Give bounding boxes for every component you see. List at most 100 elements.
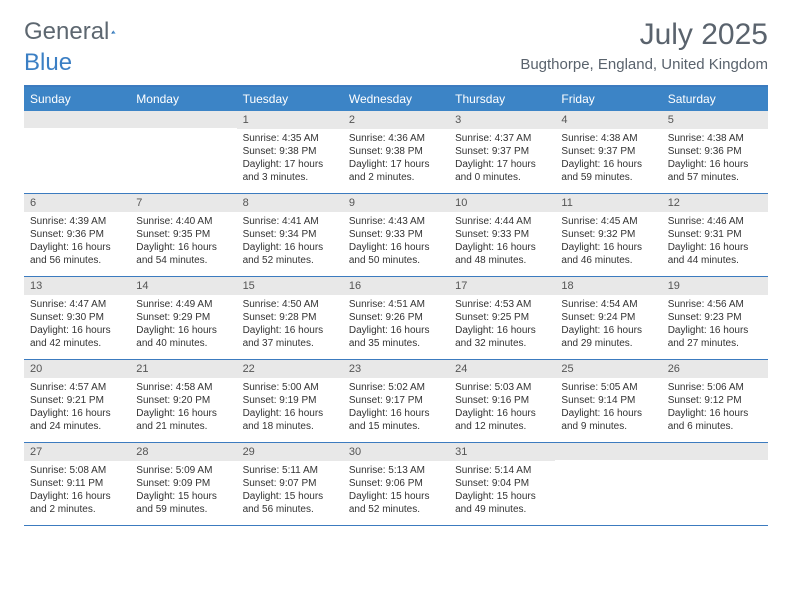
calendar-week: 27Sunrise: 5:08 AMSunset: 9:11 PMDayligh… [24,443,768,526]
sunrise-text: Sunrise: 4:38 AM [668,132,762,145]
daylight-text: Daylight: 16 hours and 44 minutes. [668,241,762,267]
sunset-text: Sunset: 9:31 PM [668,228,762,241]
sunset-text: Sunset: 9:14 PM [561,394,655,407]
daylight-text: Daylight: 16 hours and 15 minutes. [349,407,443,433]
logo-text-general: General [24,18,109,46]
calendar-week: 20Sunrise: 4:57 AMSunset: 9:21 PMDayligh… [24,360,768,443]
cell-body: Sunrise: 5:03 AMSunset: 9:16 PMDaylight:… [449,378,555,437]
day-header-row: Sunday Monday Tuesday Wednesday Thursday… [24,87,768,111]
day-number: 10 [449,194,555,212]
sunset-text: Sunset: 9:37 PM [561,145,655,158]
day-number: 11 [555,194,661,212]
logo-triangle-icon [111,21,116,43]
day-number: 7 [130,194,236,212]
day-number: 19 [662,277,768,295]
sunrise-text: Sunrise: 4:36 AM [349,132,443,145]
sunrise-text: Sunrise: 4:40 AM [136,215,230,228]
daylight-text: Daylight: 16 hours and 54 minutes. [136,241,230,267]
calendar-cell: 22Sunrise: 5:00 AMSunset: 9:19 PMDayligh… [237,360,343,442]
sunset-text: Sunset: 9:38 PM [349,145,443,158]
calendar-cell [555,443,661,525]
daylight-text: Daylight: 16 hours and 52 minutes. [243,241,337,267]
daylight-text: Daylight: 16 hours and 59 minutes. [561,158,655,184]
calendar-cell: 21Sunrise: 4:58 AMSunset: 9:20 PMDayligh… [130,360,236,442]
sunrise-text: Sunrise: 4:35 AM [243,132,337,145]
sunrise-text: Sunrise: 4:45 AM [561,215,655,228]
daylight-text: Daylight: 16 hours and 27 minutes. [668,324,762,350]
dayhead-mon: Monday [130,87,236,111]
logo-text-blue: Blue [24,49,72,76]
day-number [130,111,236,128]
daylight-text: Daylight: 16 hours and 21 minutes. [136,407,230,433]
sunrise-text: Sunrise: 4:49 AM [136,298,230,311]
daylight-text: Daylight: 16 hours and 32 minutes. [455,324,549,350]
calendar-cell: 6Sunrise: 4:39 AMSunset: 9:36 PMDaylight… [24,194,130,276]
cell-body: Sunrise: 4:45 AMSunset: 9:32 PMDaylight:… [555,212,661,271]
sunrise-text: Sunrise: 5:08 AM [30,464,124,477]
calendar-cell: 29Sunrise: 5:11 AMSunset: 9:07 PMDayligh… [237,443,343,525]
cell-body: Sunrise: 4:38 AMSunset: 9:37 PMDaylight:… [555,129,661,188]
daylight-text: Daylight: 16 hours and 40 minutes. [136,324,230,350]
cell-body: Sunrise: 4:51 AMSunset: 9:26 PMDaylight:… [343,295,449,354]
cell-body [24,128,130,135]
calendar-cell: 27Sunrise: 5:08 AMSunset: 9:11 PMDayligh… [24,443,130,525]
sunset-text: Sunset: 9:36 PM [30,228,124,241]
sunset-text: Sunset: 9:26 PM [349,311,443,324]
dayhead-fri: Friday [555,87,661,111]
daylight-text: Daylight: 16 hours and 56 minutes. [30,241,124,267]
calendar-grid: Sunday Monday Tuesday Wednesday Thursday… [24,85,768,526]
cell-body: Sunrise: 5:11 AMSunset: 9:07 PMDaylight:… [237,461,343,520]
sunrise-text: Sunrise: 5:05 AM [561,381,655,394]
daylight-text: Daylight: 15 hours and 56 minutes. [243,490,337,516]
calendar-cell [662,443,768,525]
cell-body: Sunrise: 4:44 AMSunset: 9:33 PMDaylight:… [449,212,555,271]
sunrise-text: Sunrise: 5:11 AM [243,464,337,477]
calendar-cell: 2Sunrise: 4:36 AMSunset: 9:38 PMDaylight… [343,111,449,193]
cell-body: Sunrise: 4:38 AMSunset: 9:36 PMDaylight:… [662,129,768,188]
sunset-text: Sunset: 9:35 PM [136,228,230,241]
daylight-text: Daylight: 15 hours and 52 minutes. [349,490,443,516]
calendar-cell: 19Sunrise: 4:56 AMSunset: 9:23 PMDayligh… [662,277,768,359]
calendar-cell: 5Sunrise: 4:38 AMSunset: 9:36 PMDaylight… [662,111,768,193]
day-number [24,111,130,128]
cell-body: Sunrise: 4:58 AMSunset: 9:20 PMDaylight:… [130,378,236,437]
sunrise-text: Sunrise: 4:46 AM [668,215,762,228]
day-number: 3 [449,111,555,129]
sunset-text: Sunset: 9:33 PM [455,228,549,241]
calendar-cell: 13Sunrise: 4:47 AMSunset: 9:30 PMDayligh… [24,277,130,359]
daylight-text: Daylight: 17 hours and 0 minutes. [455,158,549,184]
calendar-cell: 8Sunrise: 4:41 AMSunset: 9:34 PMDaylight… [237,194,343,276]
day-number: 28 [130,443,236,461]
sunrise-text: Sunrise: 4:43 AM [349,215,443,228]
sunset-text: Sunset: 9:38 PM [243,145,337,158]
weeks-container: 1Sunrise: 4:35 AMSunset: 9:38 PMDaylight… [24,111,768,526]
cell-body: Sunrise: 4:47 AMSunset: 9:30 PMDaylight:… [24,295,130,354]
sunrise-text: Sunrise: 5:09 AM [136,464,230,477]
day-number: 4 [555,111,661,129]
sunset-text: Sunset: 9:28 PM [243,311,337,324]
calendar-page: General July 2025 Bugthorpe, England, Un… [0,0,792,544]
day-number: 12 [662,194,768,212]
sunset-text: Sunset: 9:25 PM [455,311,549,324]
calendar-cell: 16Sunrise: 4:51 AMSunset: 9:26 PMDayligh… [343,277,449,359]
day-number: 25 [555,360,661,378]
daylight-text: Daylight: 16 hours and 37 minutes. [243,324,337,350]
day-number: 1 [237,111,343,129]
sunset-text: Sunset: 9:34 PM [243,228,337,241]
daylight-text: Daylight: 15 hours and 49 minutes. [455,490,549,516]
calendar-cell: 26Sunrise: 5:06 AMSunset: 9:12 PMDayligh… [662,360,768,442]
calendar-cell: 3Sunrise: 4:37 AMSunset: 9:37 PMDaylight… [449,111,555,193]
daylight-text: Daylight: 16 hours and 12 minutes. [455,407,549,433]
cell-body: Sunrise: 5:02 AMSunset: 9:17 PMDaylight:… [343,378,449,437]
day-number: 23 [343,360,449,378]
day-number: 2 [343,111,449,129]
sunrise-text: Sunrise: 4:56 AM [668,298,762,311]
calendar-cell: 31Sunrise: 5:14 AMSunset: 9:04 PMDayligh… [449,443,555,525]
sunset-text: Sunset: 9:12 PM [668,394,762,407]
sunset-text: Sunset: 9:07 PM [243,477,337,490]
sunrise-text: Sunrise: 4:50 AM [243,298,337,311]
cell-body: Sunrise: 4:53 AMSunset: 9:25 PMDaylight:… [449,295,555,354]
calendar-cell: 15Sunrise: 4:50 AMSunset: 9:28 PMDayligh… [237,277,343,359]
calendar-cell: 18Sunrise: 4:54 AMSunset: 9:24 PMDayligh… [555,277,661,359]
calendar-cell: 10Sunrise: 4:44 AMSunset: 9:33 PMDayligh… [449,194,555,276]
